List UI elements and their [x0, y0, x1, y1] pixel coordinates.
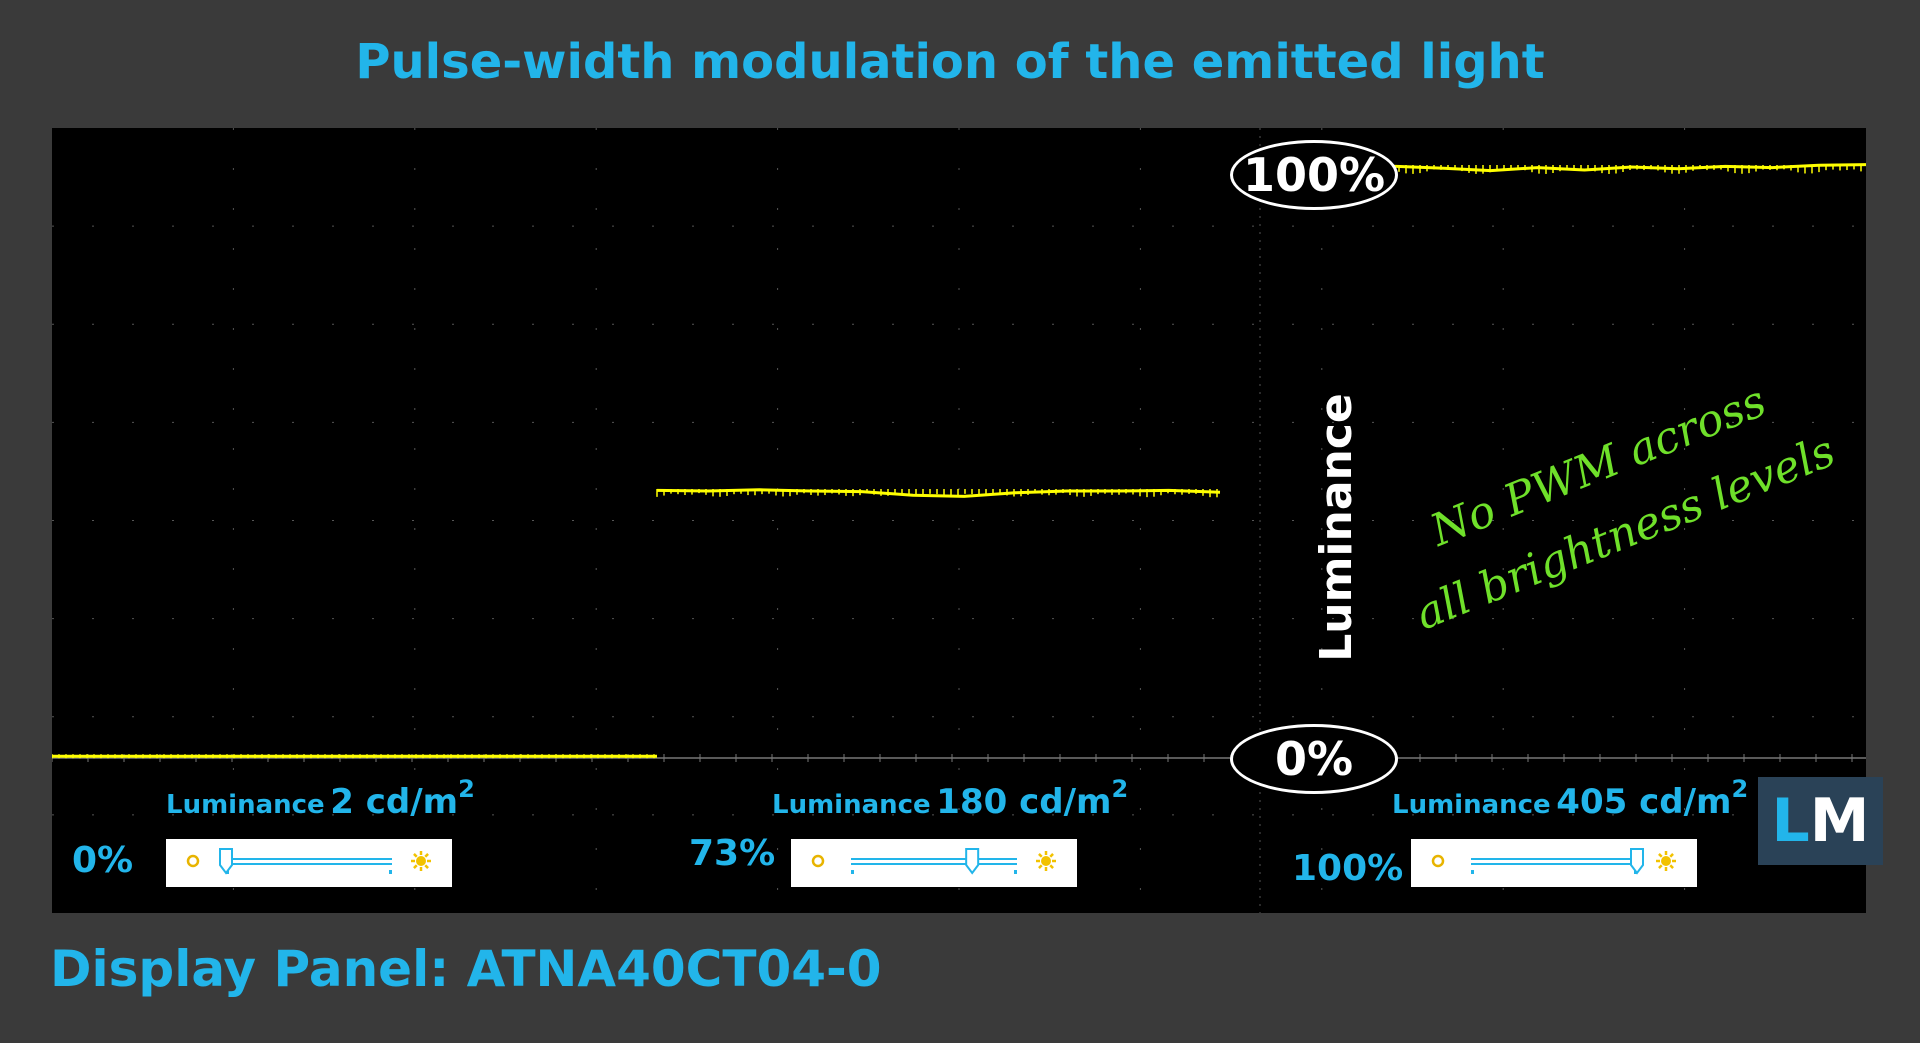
y-axis-label-text: Luminance: [1310, 392, 1362, 662]
sun-ray: [413, 853, 418, 858]
slider-thumb: [965, 848, 980, 875]
slider-max-tick: [1014, 870, 1017, 874]
luminance-value: 180 cd/m: [936, 782, 1112, 822]
slider-min-tick: [1471, 870, 1474, 874]
brightness-slider-1: [791, 839, 1077, 887]
brightness-percent-1: 73%: [689, 833, 776, 874]
sun-ray: [1669, 853, 1674, 858]
luminance-exponent: 2: [1111, 774, 1129, 803]
dim-sun-icon: [811, 854, 825, 868]
sun-ray: [1049, 864, 1054, 869]
slider-graphic: [1431, 848, 1676, 875]
luminance-label-1: Luminance 180 cd/m2: [772, 775, 1128, 822]
sun-ray: [413, 864, 418, 869]
sun-ray: [1658, 853, 1663, 858]
bright-sun-icon: [1036, 851, 1056, 871]
sun-ray: [424, 864, 429, 869]
bright-sun-icon: [1656, 851, 1676, 871]
dim-sun-icon: [1431, 854, 1445, 868]
luminance-value: 405 cd/m: [1556, 782, 1732, 822]
slider-min-tick: [851, 870, 854, 874]
sun-ray: [1658, 864, 1663, 869]
bright-sun-icon: [411, 851, 431, 871]
luminance-label-0: Luminance 2 cd/m2: [166, 775, 475, 822]
chart-title: Pulse-width modulation of the emitted li…: [355, 34, 1545, 90]
dim-sun-icon: [186, 854, 200, 868]
trace-line-100%: [1349, 163, 1866, 173]
slider-graphic: [186, 848, 431, 875]
sun-ray: [1669, 864, 1674, 869]
sun-ray: [1038, 853, 1043, 858]
luminance-exponent: 2: [458, 774, 475, 803]
luminance-word: Luminance: [166, 790, 325, 820]
sun-core: [1041, 856, 1051, 866]
luminance-value: 2 cd/m: [330, 782, 459, 822]
sun-core: [416, 856, 426, 866]
logo-letter-m: M: [1809, 786, 1870, 856]
display-panel-label: Display Panel: ATNA40CT04-0: [50, 940, 882, 998]
logo-letter-l: L: [1771, 786, 1810, 856]
bottom-marker: 0%: [1230, 724, 1398, 794]
luminance-word: Luminance: [772, 790, 931, 820]
slider-max-tick: [389, 870, 392, 874]
luminance-exponent: 2: [1731, 774, 1749, 803]
brightness-slider-0: [166, 839, 452, 887]
oscilloscope-plot: 100% 0% Luminance No PWM across all brig…: [52, 128, 1883, 913]
y-axis-label: Luminance: [1304, 392, 1368, 662]
slider-thumb: [1630, 848, 1644, 875]
slider-graphic: [811, 848, 1056, 875]
brightness-percent-2: 100%: [1292, 848, 1404, 889]
luminance-label-2: Luminance 405 cd/m2: [1392, 775, 1748, 822]
sun-ray: [1049, 853, 1054, 858]
plot-canvas: [52, 128, 1866, 913]
top-marker: 100%: [1230, 140, 1398, 210]
sun-ray: [1038, 864, 1043, 869]
brightness-percent-0: 0%: [72, 840, 134, 881]
sun-core: [1661, 856, 1671, 866]
slider-thumb: [219, 848, 233, 875]
brightness-slider-2: [1411, 839, 1697, 887]
luminance-word: Luminance: [1392, 790, 1551, 820]
sun-ray: [424, 853, 429, 858]
